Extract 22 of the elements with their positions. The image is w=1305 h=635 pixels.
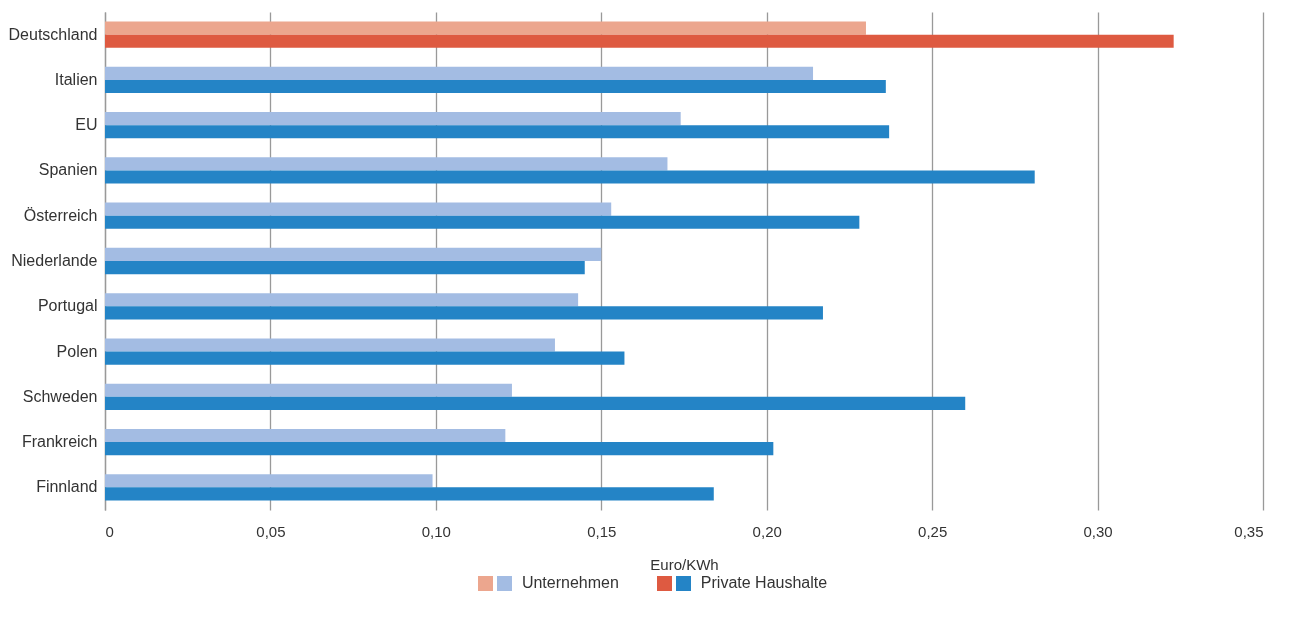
y-tick-label: Portugal bbox=[37, 297, 98, 315]
y-tick-label: Deutschland bbox=[8, 25, 98, 43]
legend-label: Private Haushalte bbox=[700, 574, 828, 592]
y-tick-label: Spanien bbox=[38, 161, 98, 179]
y-tick-label: EU bbox=[75, 116, 98, 134]
x-axis-title: Euro/KWh bbox=[650, 555, 719, 573]
y-tick-label: Frankreich bbox=[21, 433, 98, 451]
y-tick-label: Polen bbox=[56, 342, 98, 360]
x-tick-label: 0,25 bbox=[918, 522, 948, 540]
x-tick-label: 0,20 bbox=[752, 522, 782, 540]
x-tick-label: 0,30 bbox=[1083, 522, 1113, 540]
y-tick-label: Finnland bbox=[36, 478, 98, 496]
y-tick-label: Niederlande bbox=[11, 252, 98, 269]
y-tick-label: Schweden bbox=[22, 387, 98, 405]
x-tick-label: 0,15 bbox=[587, 522, 617, 540]
x-tick-label: 0,10 bbox=[421, 522, 451, 540]
legend-label: Unternehmen bbox=[521, 574, 619, 592]
x-tick-label: 0 bbox=[105, 522, 114, 540]
y-tick-label: Österreich bbox=[23, 206, 98, 224]
x-tick-label: 0,05 bbox=[256, 522, 286, 540]
x-tick-label: 0,35 bbox=[1234, 522, 1264, 540]
y-tick-label: Italien bbox=[54, 70, 98, 88]
